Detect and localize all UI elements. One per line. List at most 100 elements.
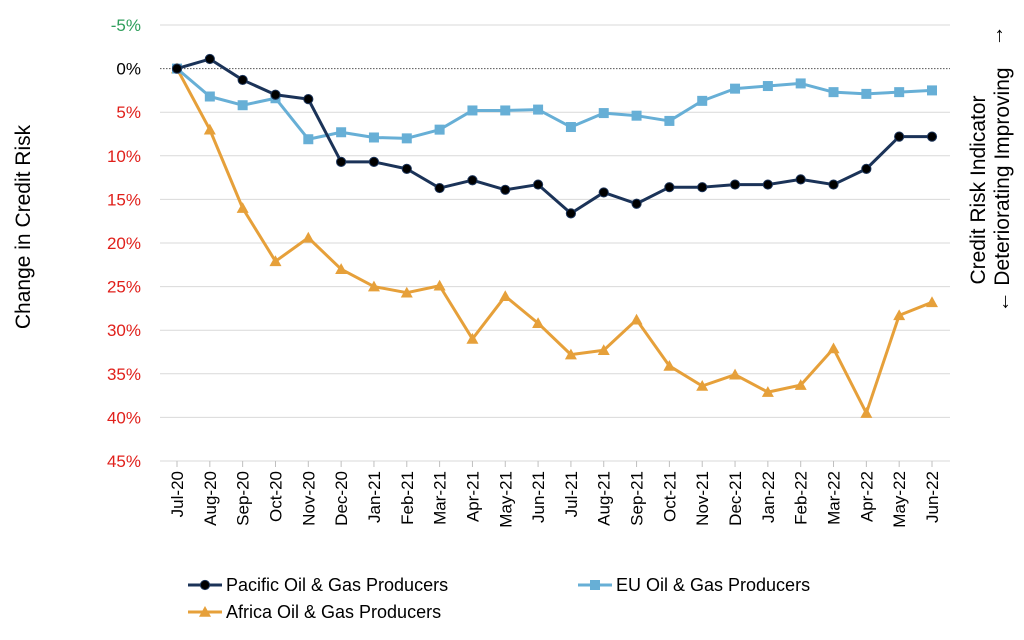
data-point [761,386,774,397]
data-point [565,122,576,133]
data-point [532,317,545,329]
series-line [176,57,932,215]
x-tick-label: Mar-21 [431,471,450,525]
x-tick-label: Sep-20 [234,471,253,526]
y-tick-label: 25% [107,278,141,297]
data-point [697,182,708,193]
data-point [401,163,412,174]
data-point [696,380,709,391]
series-2 [171,62,938,418]
data-point [927,85,937,96]
x-tick-label: May-22 [890,471,909,528]
data-point [565,208,577,219]
data-point [631,110,642,121]
x-tick-label: Aug-21 [595,471,614,526]
x-tick-label: Dec-20 [332,471,351,526]
series-0 [171,53,938,219]
data-point [204,53,215,65]
x-tick-label: Apr-22 [857,471,876,522]
data-point [730,83,741,94]
data-point [500,184,511,195]
data-point [532,179,544,190]
legend-label: Africa Oil & Gas Producers [226,602,441,622]
x-tick-label: Jan-21 [365,471,384,523]
data-point [433,279,446,291]
data-point [237,100,248,111]
x-tick-label: Jun-22 [923,471,942,523]
x-tick-label: Nov-20 [299,471,318,526]
data-point [400,286,413,298]
data-point [729,179,741,190]
x-tick-label: Sep-21 [628,471,647,526]
y-tick-label: 30% [107,321,141,340]
data-point [270,89,281,100]
data-point [794,379,807,390]
legend-marker [590,580,600,590]
data-point [467,175,478,186]
data-point [303,134,314,145]
data-point [861,163,872,174]
data-point [467,105,478,116]
data-point [336,156,347,168]
data-point [336,127,347,138]
legend: Pacific Oil & Gas Producers EU Oil & Gas … [188,575,810,622]
right-axis-label-line1: Credit Risk Indicator [967,95,990,284]
data-point [237,74,248,86]
data-point [893,309,906,321]
data-point [564,348,577,360]
x-tick-label: Oct-21 [660,471,679,522]
x-tick-label: Oct-20 [266,471,285,522]
x-tick-label: Jan-22 [759,471,778,523]
right-axis-label: Credit Risk Indicator ← Deteriorating Im… [967,67,1014,312]
y-tick-label: 40% [107,408,141,427]
data-point [466,332,479,344]
data-point [434,124,445,135]
right-axis-label-line2: ← Deteriorating Improving [991,67,1014,312]
data-point [894,87,905,98]
data-point [795,78,806,89]
data-point [860,407,873,418]
legend-item: Africa Oil & Gas Producers [188,602,441,622]
y-tick-label: 10% [107,147,141,166]
data-point [368,132,379,143]
data-point [664,115,675,126]
data-point [631,198,642,209]
data-point [762,179,773,190]
x-tick-label: Jun-21 [529,471,548,523]
data-point [302,231,315,243]
data-point [368,156,380,168]
data-point [598,108,609,119]
y-tick-label: 35% [107,365,141,384]
y-tick-label: 0% [116,60,141,79]
data-point [598,187,609,198]
x-tick-label: Aug-20 [201,471,220,526]
x-axis-ticks: Jul-20 Aug-20 Sep-20 Oct-20 Nov-20 Dec-20 Jan-… [160,460,950,528]
x-tick-label: Feb-21 [398,471,417,525]
y-tick-label: 20% [107,234,141,253]
data-point [269,255,282,267]
data-point [367,280,380,292]
y-axis-ticks: -5% 0% 5% 10% 15% 20% 25% 30% 35% 40% 45% [107,16,141,471]
data-point [926,296,938,308]
data-point [729,368,742,380]
data-point [828,179,839,190]
data-point [335,263,348,274]
data-point [434,182,445,194]
series-lines [171,53,938,418]
series-1 [172,63,937,145]
data-point [303,94,314,105]
data-point [533,104,544,115]
x-tick-label: Mar-22 [825,471,844,525]
x-tick-label: May-21 [496,471,515,528]
data-point [762,81,773,92]
data-point [499,290,512,301]
data-point [926,131,938,142]
x-tick-label: Apr-21 [463,471,482,522]
y-tick-label: 45% [107,452,141,471]
series-line [175,67,933,415]
x-tick-label: Jul-21 [562,471,581,517]
data-point [204,91,215,102]
data-point [795,174,806,185]
